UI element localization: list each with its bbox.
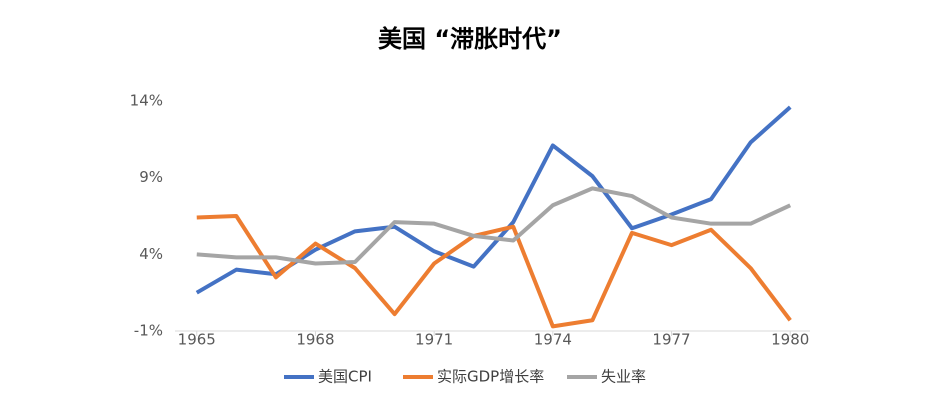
- x-tick-label: 1971: [415, 331, 453, 349]
- legend-label: 实际GDP增长率: [437, 368, 544, 386]
- y-tick-label: -1%: [134, 322, 163, 340]
- legend: 美国CPI 实际GDP增长率 失业率: [284, 368, 646, 386]
- y-tick-label: 4%: [139, 245, 163, 263]
- series-line: [196, 214, 792, 329]
- chart-title: 美国 “滞胀时代”: [378, 25, 562, 53]
- x-tick-label: 1980: [771, 331, 809, 349]
- y-tick-label: 9%: [139, 168, 163, 186]
- x-tick-label: 1965: [178, 331, 216, 349]
- series-line: [196, 186, 792, 266]
- y-tick-label: 14%: [130, 92, 163, 110]
- x-tick-label: 1977: [652, 331, 690, 349]
- x-tick-label: 1968: [296, 331, 334, 349]
- legend-label: 失业率: [601, 368, 646, 386]
- x-tick-label: 1974: [534, 331, 572, 349]
- series-line: [195, 105, 792, 295]
- legend-label: 美国CPI: [318, 368, 372, 386]
